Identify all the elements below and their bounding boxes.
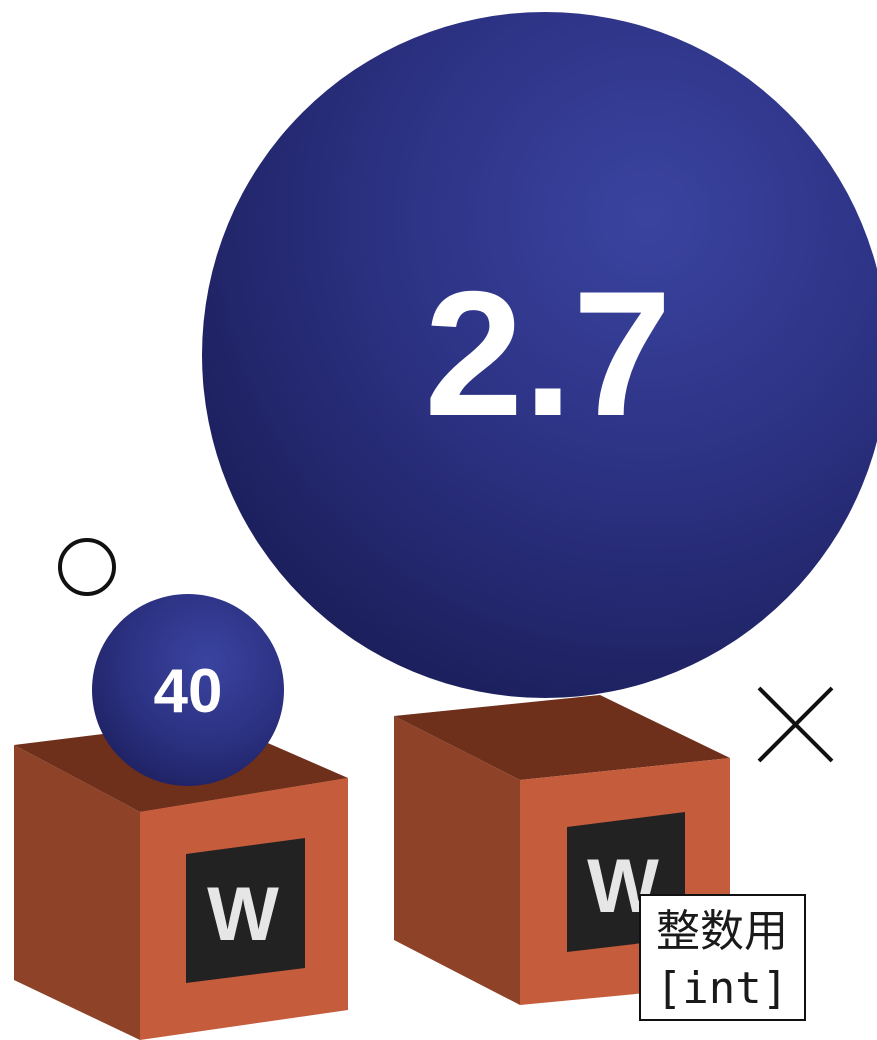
small-ball-body (92, 594, 284, 786)
left-box-side (14, 745, 140, 1040)
right-box-back-flap (394, 695, 730, 780)
large-ball: 2.7 (202, 12, 877, 698)
large-ball-value: 2.7 (424, 254, 671, 453)
int-label-frame (639, 894, 806, 1021)
large-ball-body (202, 12, 877, 698)
small-ball-value: 40 (154, 657, 223, 726)
cross-mark-icon (757, 686, 834, 763)
small-ball: 40 (92, 594, 284, 786)
right-box-side (394, 716, 520, 1005)
int-label: 整数用 [int] (639, 894, 806, 1021)
int-label-title: 整数用 (656, 906, 788, 957)
int-label-type: [int] (656, 963, 788, 1014)
left-box-plate (186, 838, 305, 983)
left-box: W (14, 720, 348, 1040)
left-box-letter: W (207, 872, 279, 957)
left-box-front-rim (140, 778, 348, 824)
circle-mark-icon (58, 538, 116, 596)
